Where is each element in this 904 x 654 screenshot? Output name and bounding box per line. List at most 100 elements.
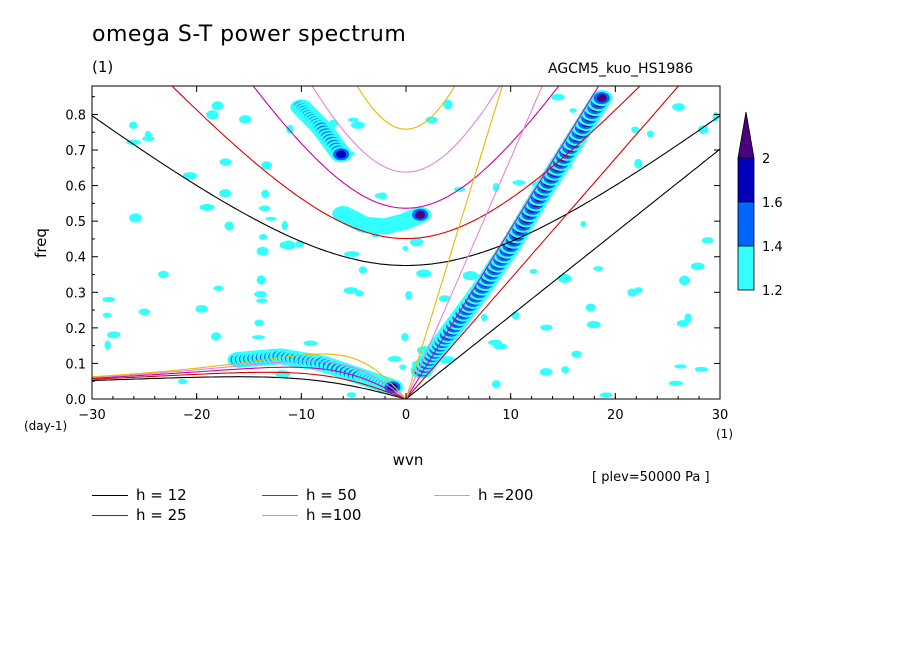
power-patch bbox=[256, 246, 269, 256]
power-patch bbox=[561, 366, 570, 374]
power-patch bbox=[374, 193, 386, 199]
chart-title: omega S-T power spectrum bbox=[92, 22, 407, 47]
power-patch bbox=[401, 332, 409, 342]
power-patch bbox=[569, 108, 577, 113]
power-patch bbox=[439, 356, 456, 364]
power-patch bbox=[265, 216, 277, 221]
power-patch bbox=[646, 130, 655, 138]
power-patch bbox=[491, 380, 501, 389]
power-patch bbox=[261, 189, 270, 199]
power-patch bbox=[258, 205, 271, 212]
power-patch bbox=[303, 340, 318, 347]
y-tick-label: 0.0 bbox=[65, 393, 86, 408]
power-patch bbox=[254, 290, 267, 298]
legend-label: h = 50 bbox=[306, 486, 357, 504]
power-patch bbox=[107, 331, 121, 339]
power-patch bbox=[540, 324, 553, 331]
power-patch bbox=[425, 116, 438, 124]
power-patch bbox=[213, 285, 224, 291]
y-tick-label: 0.7 bbox=[65, 144, 86, 159]
power-patch bbox=[402, 245, 409, 251]
power-patch bbox=[674, 364, 687, 369]
colorbar-label: 2 bbox=[762, 152, 770, 167]
dispersion-curve-er bbox=[92, 360, 407, 399]
y-tick-label: 0.6 bbox=[65, 180, 86, 195]
x-axis-label: wvn bbox=[393, 451, 424, 469]
colorbar-segment bbox=[737, 245, 755, 291]
power-patch bbox=[102, 296, 116, 303]
power-patch bbox=[350, 121, 365, 129]
dispersion-curve-er bbox=[92, 371, 407, 399]
dispersion-curve-ig bbox=[171, 86, 641, 240]
power-patch bbox=[511, 311, 520, 320]
power-patch bbox=[409, 237, 424, 247]
power-patch bbox=[254, 319, 265, 327]
legend-item-h25: h = 25 bbox=[92, 506, 187, 524]
power-patch bbox=[698, 125, 709, 134]
legend-item-h100: h =100 bbox=[262, 506, 361, 524]
x-tick-label: 10 bbox=[502, 408, 519, 423]
colorbar-extend bbox=[737, 111, 755, 159]
legend-label: h = 12 bbox=[136, 486, 187, 504]
y-tick-label: 0.8 bbox=[65, 108, 86, 123]
power-patch bbox=[634, 287, 643, 294]
dispersion-curve-er bbox=[92, 366, 407, 399]
power-patch bbox=[512, 180, 526, 185]
y-tick-label: 0.4 bbox=[65, 251, 86, 266]
power-patch bbox=[631, 126, 640, 134]
legend-swatch bbox=[92, 494, 128, 496]
power-patch bbox=[346, 392, 357, 398]
pressure-level-note: [ plev=50000 Pa ] bbox=[592, 470, 710, 485]
dispersion-curve-kelvin bbox=[405, 86, 600, 399]
colorbar-label: 1.6 bbox=[762, 196, 783, 211]
power-patch bbox=[585, 303, 597, 312]
power-feature-core bbox=[596, 94, 607, 103]
legend-swatch bbox=[262, 494, 298, 496]
dispersion-curve-ig bbox=[92, 115, 720, 267]
power-patch bbox=[668, 380, 684, 386]
power-patch bbox=[492, 182, 500, 192]
power-feature-core bbox=[336, 150, 347, 159]
power-patch bbox=[586, 320, 601, 329]
power-patch bbox=[593, 266, 604, 271]
y-tick-label: 0.1 bbox=[65, 357, 86, 372]
run-label: AGCM5_kuo_HS1986 bbox=[548, 61, 694, 77]
power-patch bbox=[358, 266, 368, 274]
legend-label: h =200 bbox=[478, 486, 534, 504]
legend-item-h50: h = 50 bbox=[262, 486, 357, 504]
power-patch bbox=[557, 273, 572, 283]
y-tick-label: 0.3 bbox=[65, 286, 86, 301]
power-patch bbox=[701, 237, 714, 244]
power-patch bbox=[438, 295, 451, 302]
legend-label: h = 25 bbox=[136, 506, 187, 524]
x-tick-label: −20 bbox=[183, 408, 210, 423]
power-patch bbox=[443, 99, 453, 110]
y-axis-label: freq bbox=[32, 228, 50, 258]
power-patch bbox=[142, 136, 155, 142]
dispersion-curve-kelvin bbox=[405, 86, 543, 399]
legend-swatch bbox=[434, 494, 470, 496]
power-patch bbox=[224, 221, 235, 231]
power-patch bbox=[539, 368, 553, 376]
power-patch bbox=[399, 364, 407, 370]
power-patch bbox=[599, 392, 613, 398]
power-patch bbox=[182, 172, 198, 180]
y-tick-label: 0.5 bbox=[65, 215, 86, 230]
power-patch bbox=[256, 298, 268, 304]
power-patch bbox=[281, 220, 288, 231]
colorbar-segment bbox=[737, 201, 755, 247]
power-patch bbox=[387, 356, 402, 363]
y-units-label: (day-1) bbox=[24, 419, 67, 433]
dispersion-curve-ig bbox=[356, 86, 456, 130]
legend-swatch bbox=[92, 514, 128, 516]
power-patch bbox=[210, 332, 222, 341]
plot-frame bbox=[91, 85, 721, 400]
power-patch bbox=[405, 291, 413, 300]
power-patch bbox=[347, 117, 359, 123]
power-patch bbox=[251, 335, 266, 340]
power-patch bbox=[261, 161, 273, 170]
power-patch bbox=[678, 275, 691, 286]
power-patch bbox=[129, 121, 138, 129]
power-patch bbox=[158, 270, 169, 279]
power-patch bbox=[462, 270, 479, 281]
